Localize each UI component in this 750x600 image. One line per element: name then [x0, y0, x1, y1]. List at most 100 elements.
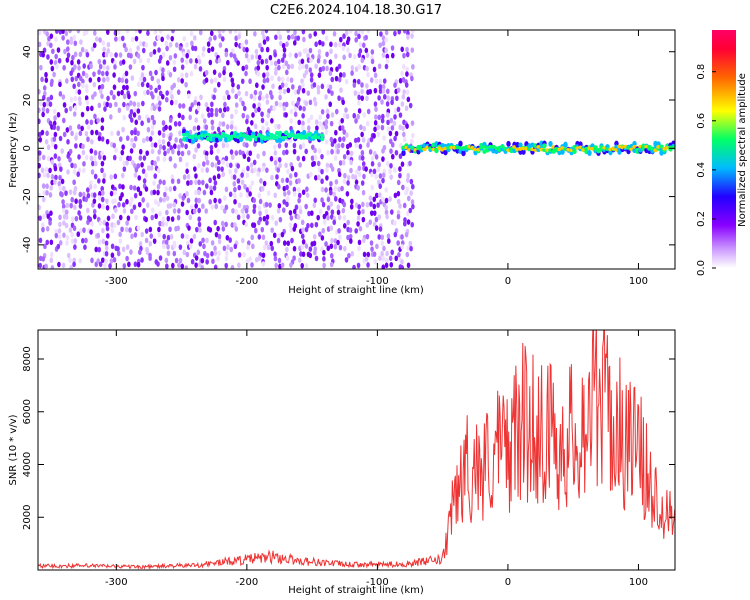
heatmap-cell [201, 46, 206, 52]
heatmap-cell [257, 255, 262, 261]
x-tick-label: -100 [366, 577, 389, 588]
heatmap-cell [373, 72, 378, 79]
heatmap-cell [122, 114, 127, 121]
heatmap-cell [233, 30, 238, 34]
heatmap-cell [189, 70, 194, 77]
heatmap-cell [302, 105, 306, 112]
heatmap-cell [182, 249, 187, 256]
snr-frame [37, 329, 676, 571]
heatmap-cell [224, 262, 229, 269]
heatmap-cell [43, 243, 47, 250]
heatmap-cell [384, 63, 389, 70]
heatmap-cell [322, 249, 326, 256]
heatmap-cell [89, 229, 93, 235]
heatmap-cell [117, 77, 122, 83]
heatmap-cell [259, 178, 263, 184]
heatmap-cell [109, 114, 113, 120]
heatmap-cell [61, 94, 66, 100]
heatmap-cell [354, 137, 358, 144]
heatmap-cell [338, 160, 343, 166]
heatmap-cell [49, 239, 54, 246]
heatmap-cell [270, 227, 275, 233]
heatmap-cell [133, 172, 138, 178]
heatmap-cell [316, 160, 321, 167]
heatmap-cell [144, 216, 148, 223]
heatmap-cell [548, 140, 553, 147]
heatmap-cell [169, 234, 174, 240]
heatmap-cell [233, 192, 237, 199]
heatmap-cell [223, 101, 227, 108]
heatmap-cell [210, 101, 214, 108]
heatmap-cell [217, 250, 221, 257]
y-tick-label: 2000 [22, 505, 33, 530]
heatmap-cell [101, 227, 105, 234]
heatmap-cell [192, 208, 197, 214]
heatmap-cell [142, 208, 146, 214]
heatmap-cell [152, 49, 157, 55]
heatmap-cell [296, 155, 301, 162]
heatmap-cell [229, 162, 233, 169]
heatmap-cell [356, 221, 360, 227]
heatmap-cell [48, 192, 53, 198]
heatmap-cell [100, 125, 105, 131]
heatmap-cell [103, 106, 107, 112]
heatmap-cell [171, 148, 175, 155]
heatmap-cell [369, 210, 374, 216]
heatmap-cell [212, 69, 217, 75]
heatmap-cell [63, 48, 67, 55]
heatmap-cell [340, 125, 345, 131]
heatmap-cell [128, 155, 132, 162]
heatmap-cell [168, 54, 173, 61]
heatmap-cell [320, 178, 324, 185]
heatmap-cell [96, 258, 101, 264]
heatmap-cell [337, 63, 342, 70]
heatmap-cell [406, 245, 411, 251]
heatmap-cell [130, 75, 135, 81]
heatmap-cell [398, 124, 403, 130]
heatmap-cell [228, 30, 233, 35]
heatmap-cell [169, 89, 173, 96]
heatmap-cell [253, 227, 258, 234]
heatmap-cell [236, 214, 241, 221]
heatmap-cell [66, 139, 70, 145]
heatmap-cell [209, 185, 213, 191]
heatmap-cell [229, 52, 234, 58]
heatmap-cell [168, 135, 172, 142]
heatmap-cell [314, 175, 318, 181]
heatmap-cell [381, 196, 385, 202]
heatmap-cell [174, 99, 178, 106]
heatmap-cell [177, 208, 181, 214]
heatmap-cell [376, 202, 380, 208]
heatmap-cell [238, 149, 243, 156]
heatmap-cell [124, 46, 128, 53]
heatmap-cell [319, 136, 325, 142]
heatmap-cell [231, 87, 235, 94]
heatmap-cell [221, 142, 226, 149]
heatmap-cell [70, 130, 74, 137]
heatmap-cell [368, 219, 373, 225]
heatmap-cell [150, 214, 155, 221]
heatmap-cell [291, 100, 295, 106]
heatmap-cell [246, 165, 250, 172]
heatmap-cell [354, 66, 359, 72]
heatmap-cell [385, 112, 390, 118]
heatmap-cell [382, 94, 387, 100]
heatmap-cell [285, 255, 290, 261]
heatmap-cell [181, 114, 185, 121]
heatmap-cell [345, 113, 350, 120]
heatmap-cell [136, 130, 140, 137]
colorbar-tick-label: 0.8 [696, 64, 707, 80]
heatmap-cell [257, 219, 261, 226]
heatmap-cell [78, 203, 83, 209]
heatmap-cell [262, 180, 267, 187]
heatmap-cell [148, 70, 153, 77]
heatmap-cell [138, 30, 142, 34]
heatmap-cell [173, 143, 177, 150]
heatmap-cell [104, 245, 109, 251]
heatmap-cell [322, 256, 326, 262]
heatmap-cell [409, 190, 413, 196]
heatmap-cell [349, 203, 354, 210]
heatmap-cell [45, 226, 50, 232]
heatmap-cell [366, 262, 370, 268]
heatmap-cell [289, 227, 293, 233]
